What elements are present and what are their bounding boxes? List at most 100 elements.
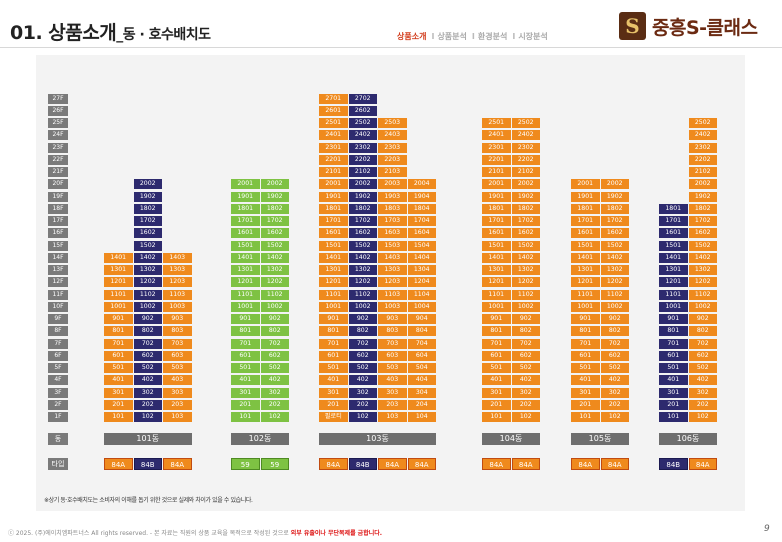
unit-cell: 401 bbox=[319, 375, 349, 386]
logo-mark-icon: S bbox=[619, 12, 646, 40]
unit-cell: 2203 bbox=[378, 154, 408, 165]
unit-cell: 503 bbox=[378, 363, 408, 373]
unit-cell: 1701 bbox=[571, 216, 601, 226]
unit-cell: 301 bbox=[482, 387, 512, 398]
unit-cell: 201 bbox=[104, 399, 134, 410]
floor-label: 20F bbox=[48, 179, 68, 190]
unit-cell: 802 bbox=[348, 326, 378, 337]
unit-cell: 302 bbox=[260, 387, 290, 398]
unit-type-label: 84A bbox=[163, 458, 192, 470]
unit-cell: 1902 bbox=[688, 191, 718, 202]
unit-cell: 2102 bbox=[688, 167, 718, 177]
unit-cell: 1002 bbox=[511, 301, 541, 312]
unit-cell: 204 bbox=[407, 399, 437, 410]
unit-cell: 1203 bbox=[378, 277, 408, 288]
unit-cell: 1503 bbox=[378, 240, 408, 251]
unit-cell: 702 bbox=[260, 338, 290, 349]
unit-cell: 202 bbox=[348, 399, 378, 410]
unit-cell: 2002 bbox=[511, 179, 541, 190]
unit-cell: 1102 bbox=[133, 289, 163, 300]
unit-cell: 601 bbox=[659, 350, 689, 361]
unit-cell: 1402 bbox=[348, 252, 378, 263]
unit-type-label: 84A bbox=[571, 458, 600, 470]
unit-cell: 2202 bbox=[511, 154, 541, 165]
unit-cell: 1203 bbox=[163, 277, 193, 288]
unit-cell: 1701 bbox=[659, 216, 689, 226]
nav-separator: I bbox=[512, 32, 516, 41]
unit-cell: 302 bbox=[688, 387, 718, 398]
unit-cell: 602 bbox=[260, 350, 290, 361]
unit-cell: 603 bbox=[163, 350, 193, 361]
unit-cell: 1002 bbox=[348, 301, 378, 312]
unit-type-label: 59 bbox=[260, 458, 289, 470]
page-subtitle: _동 · 호수배치도 bbox=[116, 27, 211, 43]
unit-type-label: 84A bbox=[378, 458, 407, 470]
unit-cell: 2201 bbox=[482, 154, 512, 165]
unit-cell: 802 bbox=[260, 326, 290, 337]
unit-cell: 201 bbox=[659, 399, 689, 410]
unit-cell: 1901 bbox=[319, 191, 349, 202]
unit-cell: 102 bbox=[133, 412, 163, 422]
unit-cell: 702 bbox=[133, 338, 163, 349]
unit-cell: 1601 bbox=[319, 228, 349, 239]
unit-cell: 1702 bbox=[260, 216, 290, 226]
unit-cell: 1002 bbox=[600, 301, 630, 312]
nav-item-product[interactable]: 상품소개 bbox=[397, 32, 427, 41]
unit-cell: 1604 bbox=[407, 228, 437, 239]
unit-cell: 502 bbox=[688, 363, 718, 373]
unit-cell: 504 bbox=[407, 363, 437, 373]
unit-cell: 1502 bbox=[511, 240, 541, 251]
unit-cell: 1401 bbox=[231, 252, 261, 263]
unit-cell: 1702 bbox=[511, 216, 541, 226]
unit-cell: 1301 bbox=[231, 265, 261, 275]
unit-cell: 601 bbox=[104, 350, 134, 361]
unit-cell: 403 bbox=[378, 375, 408, 386]
nav-item-environment[interactable]: 환경분석 bbox=[477, 32, 508, 41]
unit-cell: 1802 bbox=[688, 203, 718, 214]
unit-cell: 1401 bbox=[571, 252, 601, 263]
unit-cell: 2101 bbox=[482, 167, 512, 177]
unit-cell: 1501 bbox=[571, 240, 601, 251]
floor-label: 23F bbox=[48, 142, 68, 153]
unit-cell: 901 bbox=[482, 314, 512, 324]
unit-cell: 1102 bbox=[260, 289, 290, 300]
unit-cell: 1201 bbox=[319, 277, 349, 288]
unit-cell: 2402 bbox=[511, 130, 541, 141]
unit-cell: 2503 bbox=[378, 118, 408, 128]
unit-cell: 1602 bbox=[688, 228, 718, 239]
nav-item-product-analysis[interactable]: 상품분석 bbox=[437, 32, 467, 41]
header-divider bbox=[0, 47, 782, 48]
unit-cell: 301 bbox=[571, 387, 601, 398]
floor-label: 24F bbox=[48, 130, 68, 141]
unit-cell: 1902 bbox=[511, 191, 541, 202]
unit-cell: 1001 bbox=[571, 301, 601, 312]
unit-cell: 802 bbox=[133, 326, 163, 337]
nav-item-market[interactable]: 시장분석 bbox=[518, 32, 548, 41]
unit-cell: 2001 bbox=[319, 179, 349, 190]
unit-cell: 1703 bbox=[378, 216, 408, 226]
unit-cell: 2001 bbox=[571, 179, 601, 190]
unit-cell: 203 bbox=[378, 399, 408, 410]
building-label: 102동 bbox=[231, 433, 289, 445]
unit-cell: 803 bbox=[163, 326, 193, 337]
unit-cell: 303 bbox=[163, 387, 193, 398]
unit-type-label: 84A bbox=[319, 458, 348, 470]
unit-cell: 1901 bbox=[571, 191, 601, 202]
unit-cell: 503 bbox=[163, 363, 193, 373]
unit-cell: 1501 bbox=[319, 240, 349, 251]
unit-cell: 902 bbox=[511, 314, 541, 324]
unit-cell: 502 bbox=[511, 363, 541, 373]
floor-label: 5F bbox=[48, 363, 68, 373]
unit-cell: 2202 bbox=[348, 154, 378, 165]
unit-cell: 2402 bbox=[348, 130, 378, 141]
unit-cell: 1303 bbox=[163, 265, 193, 275]
page-number: 9 bbox=[764, 524, 770, 534]
unit-type-label: 84A bbox=[407, 458, 436, 470]
unit-type-label: 84A bbox=[104, 458, 133, 470]
unit-cell: 1601 bbox=[482, 228, 512, 239]
unit-cell: 501 bbox=[482, 363, 512, 373]
unit-cell: 2501 bbox=[482, 118, 512, 128]
unit-cell: 1202 bbox=[511, 277, 541, 288]
unit-cell: 1602 bbox=[511, 228, 541, 239]
